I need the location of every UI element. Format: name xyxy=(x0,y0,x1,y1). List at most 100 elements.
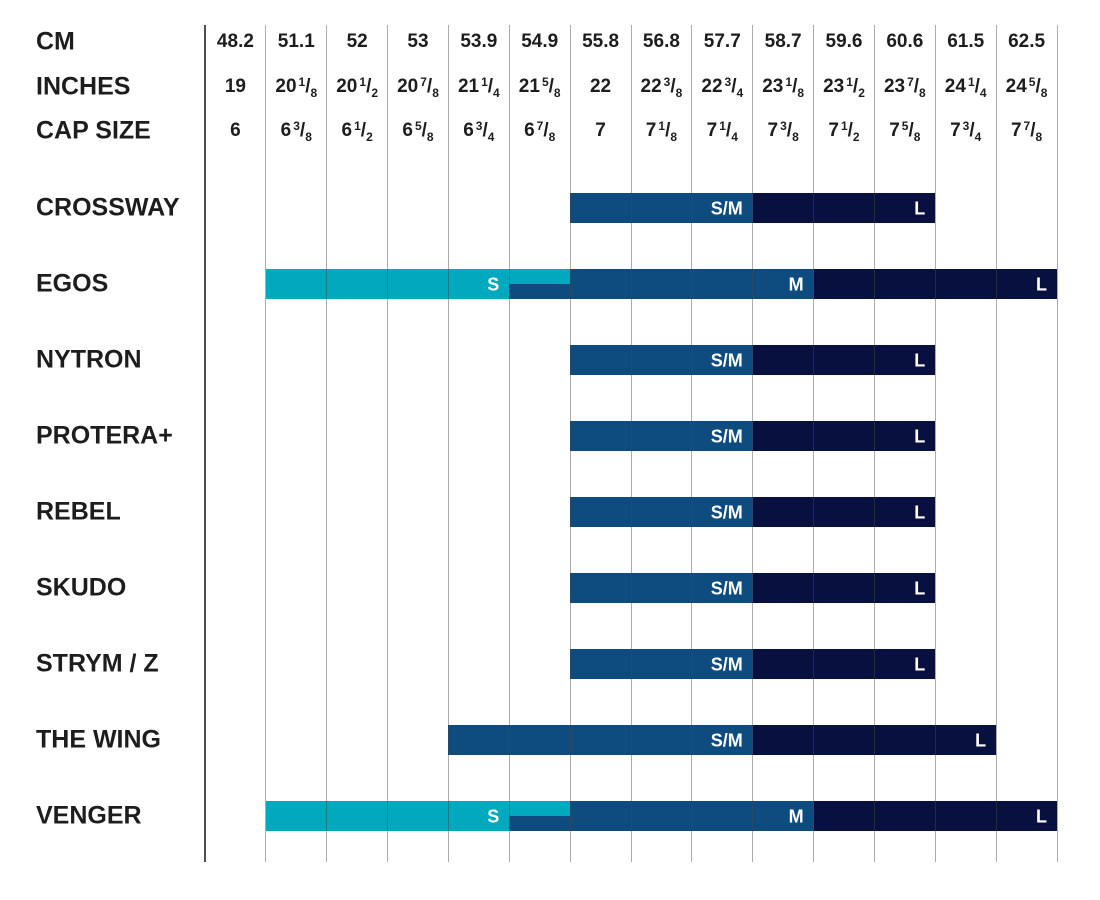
size-segment-l xyxy=(752,193,936,223)
header-cell-cm: 56.8 xyxy=(642,31,680,52)
header-cell-cap-size: 7 1/2 xyxy=(828,119,860,144)
grid-line xyxy=(508,25,510,862)
size-segment-label: L xyxy=(914,654,926,675)
size-segment-label: S/M xyxy=(710,426,743,447)
grid-line xyxy=(569,25,571,862)
size-segment-l xyxy=(752,345,936,375)
header-cell-cap-size: 7 7/8 xyxy=(1010,119,1043,144)
size-segment-m xyxy=(570,801,814,831)
header-cell-inches: 20 7/8 xyxy=(397,75,439,100)
header-cell-inches: 22 3/4 xyxy=(701,75,744,100)
size-segment-label: L xyxy=(975,730,987,751)
header-cell-cm: 62.5 xyxy=(1008,31,1046,52)
size-segment-label: S/M xyxy=(710,350,743,371)
header-cell-cm: 51.1 xyxy=(277,31,315,52)
size-segment-s-m xyxy=(570,421,753,451)
header-cell-inches: 20 1/8 xyxy=(275,75,318,100)
header-cell-cap-size: 7 3/4 xyxy=(950,119,982,144)
header-row-label-cap-size: CAP SIZE xyxy=(36,116,151,145)
size-segment-label: L xyxy=(914,426,926,447)
axis-line xyxy=(204,25,206,862)
model-label-egos: EGOS xyxy=(36,269,109,298)
size-segment-m-overlap xyxy=(509,284,571,299)
size-segment-label: S xyxy=(487,806,500,827)
header-cell-cm: 59.6 xyxy=(825,31,863,52)
grid-line xyxy=(1056,25,1058,862)
header-cell-cm: 58.7 xyxy=(764,31,802,52)
header-cell-cap-size: 7 5/8 xyxy=(889,119,921,144)
size-segment-l xyxy=(813,269,1057,299)
size-segment-label: S/M xyxy=(710,198,743,219)
size-segment-l xyxy=(752,725,997,755)
size-segment-m xyxy=(570,269,814,299)
header-cell-inches: 22 3/8 xyxy=(640,75,683,100)
header-cell-cap-size: 7 xyxy=(595,120,606,141)
model-label-crossway: CROSSWAY xyxy=(36,193,180,222)
header-cell-cm: 57.7 xyxy=(703,31,741,52)
header-cell-cap-size: 7 3/8 xyxy=(767,119,799,144)
header-cell-cm: 53.9 xyxy=(460,31,498,52)
size-segment-label: S/M xyxy=(710,730,743,751)
header-cell-inches: 24 5/8 xyxy=(1005,75,1048,100)
header-cell-inches: 22 xyxy=(589,76,612,97)
header-cell-cm: 48.2 xyxy=(216,31,254,52)
model-label-strym-z: STRYM / Z xyxy=(36,649,159,678)
size-segment-label: S xyxy=(487,274,500,295)
grid-line xyxy=(326,25,328,862)
grid-line xyxy=(630,25,632,862)
size-segment-s-m xyxy=(570,345,753,375)
grid-line xyxy=(447,25,449,862)
header-cell-inches: 21 1/4 xyxy=(457,75,500,100)
size-segment-s-m xyxy=(570,649,753,679)
size-segment-s-m xyxy=(448,725,753,755)
size-segment-m-overlap xyxy=(509,816,571,831)
grid-line xyxy=(934,25,936,862)
model-label-the-wing: THE WING xyxy=(36,725,161,754)
grid-line xyxy=(752,25,754,862)
header-cell-inches: 24 1/4 xyxy=(944,75,987,100)
header-cell-cm: 53 xyxy=(407,31,429,52)
header-row-label-inches: INCHES xyxy=(36,72,131,101)
size-segment-l xyxy=(752,649,936,679)
header-cell-cm: 60.6 xyxy=(886,31,924,52)
size-segment-label: L xyxy=(914,350,926,371)
header-cell-cm: 54.9 xyxy=(521,31,559,52)
model-label-protera: PROTERA+ xyxy=(36,421,173,450)
model-label-skudo: SKUDO xyxy=(36,573,127,602)
header-cell-inches: 23 1/2 xyxy=(823,75,865,100)
header-cell-cm: 52 xyxy=(346,31,368,52)
header-cell-cap-size: 6 3/4 xyxy=(463,119,495,144)
size-segment-label: L xyxy=(914,502,926,523)
header-cell-cap-size: 7 1/4 xyxy=(706,119,738,144)
model-label-nytron: NYTRON xyxy=(36,345,142,374)
model-label-venger: VENGER xyxy=(36,801,142,830)
grid-line xyxy=(265,25,267,862)
model-label-rebel: REBEL xyxy=(36,497,121,526)
size-segment-s-m xyxy=(570,573,753,603)
grid-line xyxy=(995,25,997,862)
header-cell-inches: 19 xyxy=(224,76,246,97)
size-segment-label: S/M xyxy=(710,654,743,675)
header-cell-cap-size: 7 1/8 xyxy=(645,119,678,144)
grid-line xyxy=(813,25,815,862)
size-segment-s-m xyxy=(570,497,753,527)
size-segment-l xyxy=(752,573,936,603)
header-cell-inches: 20 1/2 xyxy=(336,75,379,100)
size-segment-label: L xyxy=(914,578,926,599)
size-segment-label: S/M xyxy=(710,578,743,599)
grid-line xyxy=(387,25,389,862)
header-row-label-cm: CM xyxy=(36,27,75,56)
header-cell-inches: 23 1/8 xyxy=(762,75,805,100)
size-segment-label: L xyxy=(914,198,926,219)
header-cell-cap-size: 6 xyxy=(230,120,241,141)
size-segment-label: S/M xyxy=(710,502,743,523)
size-segment-l xyxy=(752,421,936,451)
size-segment-label: M xyxy=(788,806,804,827)
header-cell-cap-size: 6 5/8 xyxy=(402,119,434,144)
size-segment-label: L xyxy=(1036,274,1047,295)
header-cell-cap-size: 6 7/8 xyxy=(524,119,556,144)
header-cell-cm: 61.5 xyxy=(947,31,985,52)
header-cell-inches: 21 5/8 xyxy=(518,75,561,100)
header-cell-inches: 23 7/8 xyxy=(883,75,926,100)
